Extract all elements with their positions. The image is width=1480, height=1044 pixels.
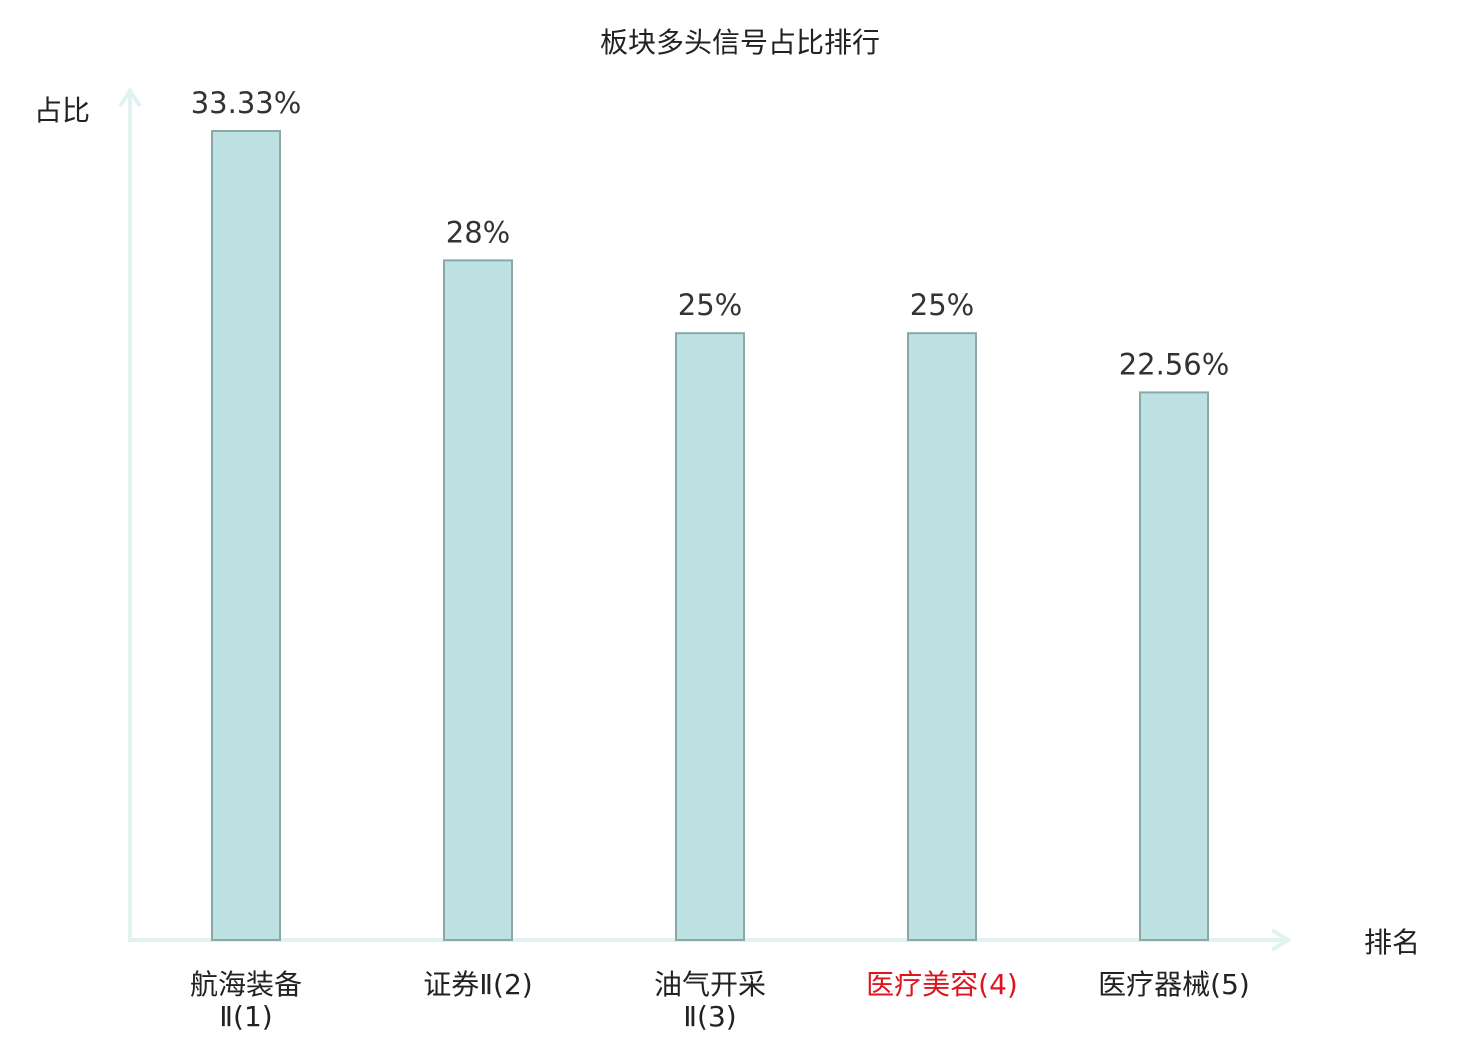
bar-1 [211,130,281,941]
category-label-3: 油气开采 [654,968,766,1001]
value-label-5: 22.56% [1119,347,1230,381]
bar-4 [907,332,977,941]
value-labels-group: 33.33% 28% 25% 25% 22.56% [191,86,1230,381]
bar-2 [443,259,513,942]
category-label-4: 医疗美容(4) [866,968,1018,1001]
category-label-1-line2: Ⅱ(1) [219,1000,272,1033]
bar-3 [675,332,745,941]
value-label-2: 28% [446,215,510,249]
category-label-5: 医疗器械(5) [1098,968,1250,1001]
category-label-3-line2: Ⅱ(3) [683,1000,736,1033]
chart-title: 板块多头信号占比排行 [600,26,880,59]
bars-group [211,130,1209,942]
x-axis-label: 排名 [1364,926,1420,959]
value-label-1: 33.33% [191,86,302,120]
y-axis-label: 占比 [34,94,90,127]
bar-5 [1139,391,1209,941]
category-label-1: 航海装备 [190,968,302,1001]
value-label-4: 25% [910,288,974,322]
x-axis-arrow-icon [1270,928,1292,952]
value-label-3: 25% [678,288,742,322]
category-label-2: 证券Ⅱ(2) [423,968,532,1001]
y-axis-arrow-icon [118,87,142,108]
